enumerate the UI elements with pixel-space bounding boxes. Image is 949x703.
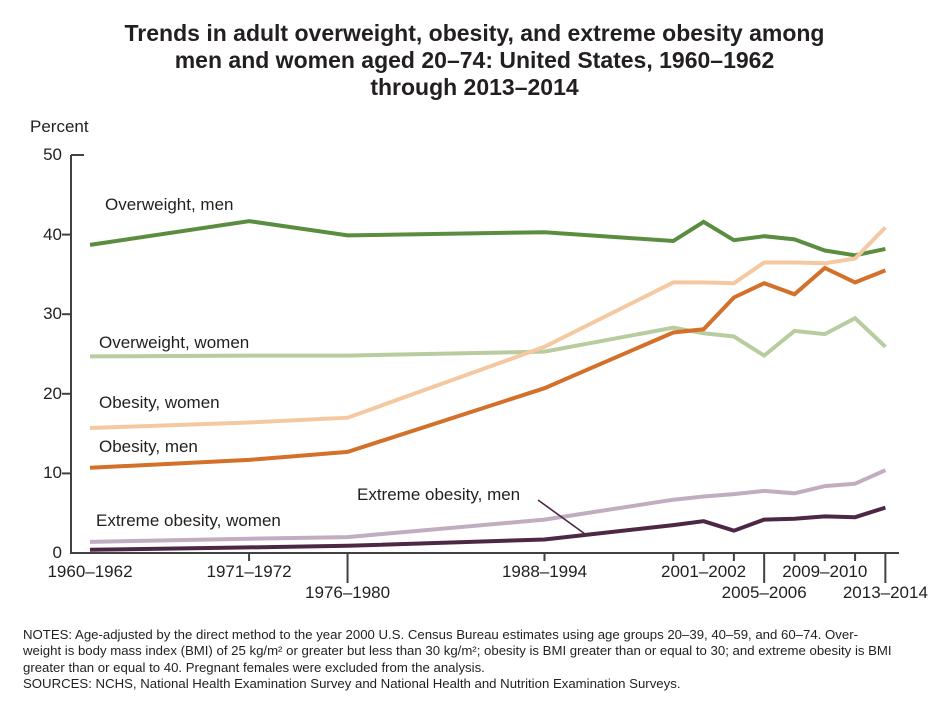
y-tick-label-30: 30 [43, 304, 62, 324]
line-obesity-women [89, 226, 887, 430]
x-tick-label-1971-1972: 1971–1972 [206, 562, 292, 581]
notes-line4: SOURCES: NCHS, National Health Examinati… [23, 676, 681, 692]
series-label-extreme-obesity-men: Extreme obesity, men [357, 485, 521, 504]
series-label-extreme-obesity-women: Extreme obesity, women [96, 511, 281, 530]
chart-title: Trends in adult overweight, obesity, and… [0, 20, 949, 101]
chart-title-line2: men and women aged 20–74: United States,… [174, 47, 775, 73]
line-extreme-obesity-men [89, 505, 887, 552]
y-tick-label-20: 20 [43, 383, 62, 403]
line-overweight-women [89, 315, 887, 359]
series-label-obesity-men: Obesity, men [99, 437, 198, 456]
x-tick-label-1960-1962: 1960–1962 [47, 562, 133, 581]
notes-line3: greater than or equal to 40. Pregnant fe… [23, 659, 485, 675]
x-tick-label-2013-2014: 2013–2014 [842, 583, 928, 602]
notes-line2: weight is body mass index (BMI) of 25 kg… [23, 643, 892, 659]
y-tick-label-0: 0 [52, 543, 62, 562]
y-tick-label-40: 40 [43, 224, 62, 244]
series-label-overweight-men: Overweight, men [105, 195, 234, 214]
series-label-obesity-women: Obesity, women [99, 393, 220, 412]
notes-line1: NOTES: Age-adjusted by the direct method… [23, 627, 858, 642]
x-tick-label-2009-2010: 2009–2010 [782, 562, 868, 581]
x-tick-label-1988-1994: 1988–1994 [501, 562, 588, 581]
x-tick-label-1976-1980: 1976–1980 [305, 583, 391, 602]
line-extreme-obesity-women [89, 468, 887, 544]
y-tick-label-50: 50 [43, 145, 62, 164]
x-tick-label-2001-2002: 2001–2002 [661, 562, 747, 581]
y-tick-label-10: 10 [43, 463, 62, 483]
y-axis-title: Percent [30, 117, 89, 136]
chart-title-line1: Trends in adult overweight, obesity, and… [124, 20, 825, 46]
trend-line-chart [62, 154, 899, 583]
extreme-obesity-men-pointer-line [537, 499, 586, 535]
line-overweight-men [89, 219, 886, 258]
chart-notes: NOTES: Age-adjusted by the direct method… [23, 627, 938, 693]
chart-title-line3: through 2013–2014 [370, 74, 579, 100]
x-tick-label-2005-2006: 2005–2006 [721, 583, 807, 602]
line-obesity-men [89, 265, 887, 470]
series-label-overweight-women: Overweight, women [99, 333, 250, 352]
